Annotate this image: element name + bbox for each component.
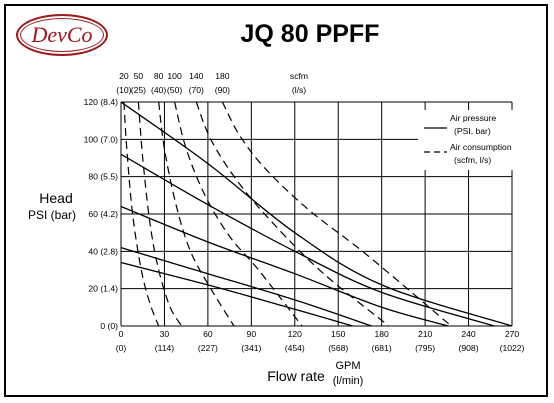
air-pressure-curve [120,261,353,327]
legend-label-air: Air consumption [450,142,512,152]
x-tick-label-secondary: (341) [241,343,261,353]
y-tick-label: 20 (1.4) [88,284,118,294]
x-tick-label: 0 [119,329,124,339]
devco-logo: DevCo [16,14,108,56]
air-consumption-curve [195,101,390,327]
air-tick-label-secondary: (40) [151,85,166,95]
air-tick-label-secondary: (90) [215,85,230,95]
legend: Air pressure (PSI, bar) Air consumption … [418,110,518,170]
legend-box [418,110,518,170]
x-tick-label: 180 [374,329,389,339]
x-axis-unit-bottom: (l/min) [333,375,364,387]
x-tick-label: 90 [247,329,257,339]
x-tick-label-secondary: (681) [372,343,392,353]
y-tick-label: 100 (7.0) [84,134,119,144]
air-pressure-curve [120,246,372,327]
chart-title: JQ 80 PPFF [240,20,380,48]
x-axis-unit-top: GPM [335,360,360,372]
legend-sub-air: (scfm, l/s) [454,155,491,165]
x-tick-label-secondary: (908) [459,343,479,353]
air-tick-label: 80 [154,71,164,81]
x-tick-label-secondary: (454) [285,343,305,353]
y-axis-title: Head [39,190,72,206]
air-tick-label: 100 [167,71,182,81]
x-tick-label: 120 [288,329,303,339]
air-consumption-curve [158,101,235,327]
x-tick-label: 210 [418,329,433,339]
curves [120,101,513,327]
y-tick-label: 0 (0) [100,321,118,331]
air-tick-label-secondary: (70) [189,85,204,95]
legend-sub-pressure: (PSI, bar) [454,126,491,136]
grid-lines [120,101,513,327]
air-pressure-curve [120,153,495,327]
air-axis-label-bottom: (l/s) [292,85,306,95]
x-tick-label-secondary: (227) [198,343,218,353]
air-consumption-curve [137,101,183,327]
air-consumption-curve [123,101,160,327]
air-pressure-curve [120,101,513,327]
y-axis-unit: PSI (bar) [28,208,76,222]
y-tick-labels: 0 (0) 20 (1.4) 40 (2.8) 60 (4.2) 80 (5.5) 100… [84,97,119,331]
air-tick-label-secondary: (50) [167,85,182,95]
air-tick-label: 20 [119,71,129,81]
x-tick-labels: 0 (0) 30 (114) 60 (227) 90 (341) 120 (454) 150 (568… [116,329,525,353]
chart-frame [4,4,548,397]
x-tick-label-secondary: (114) [155,343,175,353]
air-axis-label-top: scfm [290,71,308,81]
x-tick-label: 240 [461,329,476,339]
x-tick-label: 270 [505,329,520,339]
air-consumption-curve [221,101,452,327]
y-tick-label: 40 (2.8) [88,246,118,256]
air-pressure-curve [120,205,449,327]
air-tick-label-secondary: (10) [116,85,131,95]
y-tick-label: 60 (4.2) [88,209,118,219]
legend-label-pressure: Air pressure [450,113,497,123]
x-tick-label: 60 [203,329,213,339]
x-tick-label-secondary: (795) [415,343,435,353]
air-tick-label: 50 [134,71,144,81]
x-axis-title: Flow rate [267,368,325,384]
x-tick-label-secondary: (0) [116,343,127,353]
air-tick-labels: 20 (10)50 (25) 80 (40)100 (50) 140 (70) 180 (90) [116,71,230,95]
x-tick-label: 30 [160,329,170,339]
y-tick-label: 80 (5.5) [88,172,118,182]
y-tick-label: 120 (8.4) [84,97,119,107]
air-consumption-curve [174,101,303,327]
air-tick-label-secondary: (25) [131,85,146,95]
x-tick-label: 150 [331,329,346,339]
air-tick-label: 140 [189,71,204,81]
x-tick-label-secondary: (1022) [500,343,525,353]
x-tick-label-secondary: (568) [328,343,348,353]
air-tick-label: 180 [215,71,230,81]
